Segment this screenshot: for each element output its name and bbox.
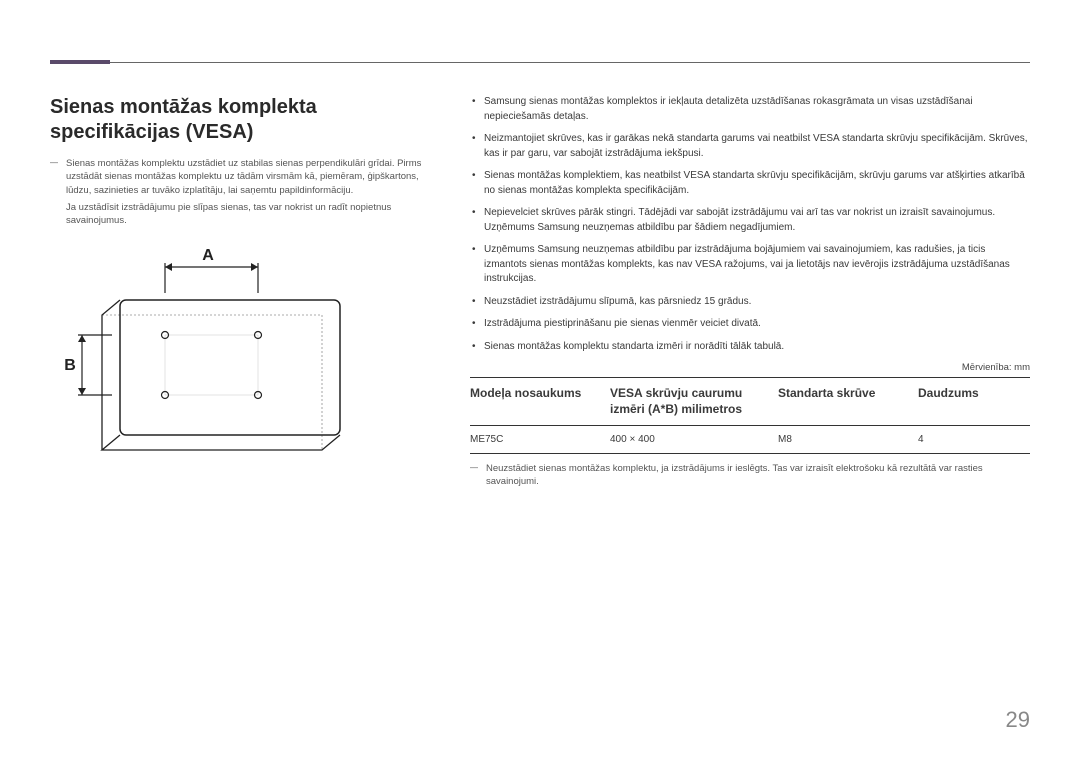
unit-label: Mērvienība: mm	[470, 362, 1030, 373]
header-rule	[110, 62, 1030, 63]
install-note-1: Sienas montāžas komplektu uzstādiet uz s…	[50, 157, 430, 197]
spec-table: Modeļa nosaukums VESA skrūvju caurumu iz…	[470, 377, 1030, 454]
bullet-3: Sienas montāžas komplektiem, kas neatbil…	[470, 169, 1030, 198]
bullet-5: Uzņēmums Samsung neuzņemas atbildību par…	[470, 243, 1030, 287]
td-screw: M8	[778, 426, 918, 454]
td-model: ME75C	[470, 426, 610, 454]
bullet-6: Neuzstādiet izstrādājumu slīpumā, kas pā…	[470, 295, 1030, 310]
install-note-2: Ja uzstādīsit izstrādājumu pie slīpas si…	[50, 201, 430, 228]
bullet-2: Neizmantojiet skrūves, kas ir garākas ne…	[470, 132, 1030, 161]
notes-list: Samsung sienas montāžas komplektos ir ie…	[470, 95, 1030, 354]
diagram-label-a: A	[202, 247, 214, 264]
page-content: Sienas montāžas komplekta specifikācijas…	[50, 95, 1030, 489]
th-vesa: VESA skrūvju caurumu izmēri (A*B) milime…	[610, 378, 778, 426]
bullet-1: Samsung sienas montāžas komplektos ir ie…	[470, 95, 1030, 124]
left-column: Sienas montāžas komplekta specifikācijas…	[50, 95, 430, 489]
bullet-4: Nepievelciet skrūves pārāk stingri. Tādē…	[470, 206, 1030, 235]
diagram-label-b: B	[64, 357, 76, 374]
right-column: Samsung sienas montāžas komplektos ir ie…	[470, 95, 1030, 489]
vesa-diagram: A B	[60, 245, 430, 470]
table-footnote: Neuzstādiet sienas montāžas komplektu, j…	[470, 462, 1030, 489]
td-vesa: 400 × 400	[610, 426, 778, 454]
header-accent-bar	[50, 60, 110, 64]
table-row: ME75C 400 × 400 M8 4	[470, 426, 1030, 454]
bullet-7: Izstrādājuma piestiprināšanu pie sienas …	[470, 317, 1030, 332]
td-qty: 4	[918, 426, 1030, 454]
page-number: 29	[1006, 707, 1030, 733]
th-model: Modeļa nosaukums	[470, 378, 610, 426]
vesa-diagram-svg: A B	[60, 245, 380, 465]
page-title: Sienas montāžas komplekta specifikācijas…	[50, 95, 430, 145]
table-header-row: Modeļa nosaukums VESA skrūvju caurumu iz…	[470, 378, 1030, 426]
bullet-8: Sienas montāžas komplektu standarta izmē…	[470, 340, 1030, 355]
th-screw: Standarta skrūve	[778, 378, 918, 426]
th-qty: Daudzums	[918, 378, 1030, 426]
